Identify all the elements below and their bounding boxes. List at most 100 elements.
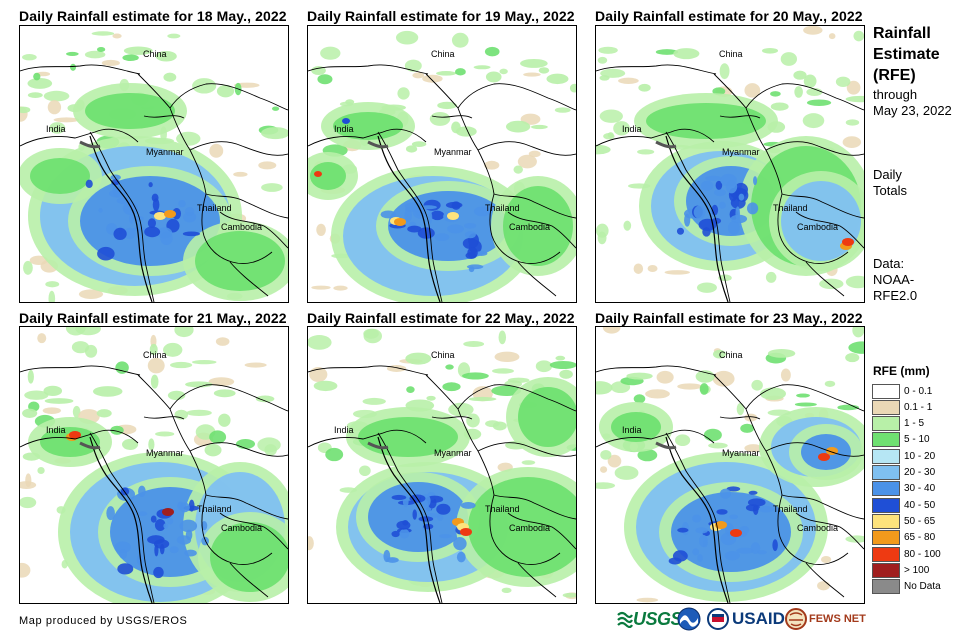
precip-patch — [112, 33, 122, 39]
legend-item: > 100 — [872, 562, 929, 578]
label-cambodia: Cambodia — [221, 222, 263, 232]
border-line — [665, 432, 731, 603]
precip-spot — [314, 171, 322, 177]
precip-patch — [70, 63, 77, 71]
precip-cell — [98, 207, 103, 213]
precip-patch — [794, 402, 817, 407]
precip-patch — [600, 466, 608, 473]
legend-label: > 100 — [904, 564, 930, 576]
precip-patch — [699, 383, 709, 395]
precip-cell — [169, 546, 179, 554]
rainfall-map-21-may — [20, 327, 288, 603]
border-line — [719, 115, 761, 119]
precip-patch — [426, 395, 436, 401]
border-line — [477, 141, 576, 156]
precip-patch — [655, 49, 679, 55]
panel-title-6: Daily Rainfall estimate for 23 May., 202… — [595, 310, 863, 326]
precip-cell — [163, 523, 169, 529]
precip-cell — [436, 503, 451, 515]
precip-patch — [44, 398, 74, 404]
precip-patch — [645, 389, 670, 399]
precip-patch — [406, 386, 415, 394]
precip-patch — [20, 106, 31, 114]
precip-patch — [845, 95, 864, 103]
precip-cell — [430, 210, 445, 221]
precip-cell — [106, 506, 115, 521]
precip-cell — [404, 208, 412, 222]
precip-patch — [115, 361, 129, 374]
label-thailand: Thailand — [773, 203, 808, 213]
border-line — [596, 128, 715, 147]
label-cambodia: Cambodia — [797, 523, 839, 533]
precip-patch — [637, 149, 655, 155]
precip-patch — [633, 394, 646, 404]
precip-patch — [765, 271, 777, 283]
precip-cell — [700, 180, 714, 191]
precip-cell — [475, 251, 488, 256]
precip-patch — [513, 165, 523, 174]
precip-cell — [720, 173, 737, 187]
legend-label: 80 - 100 — [904, 548, 941, 560]
precip-cell — [150, 515, 157, 523]
precip-patch — [600, 449, 612, 460]
precip-cell — [137, 511, 148, 516]
precip-patch — [852, 327, 864, 338]
usgs-wordmark: USGS — [633, 608, 683, 629]
precip-cell — [144, 226, 161, 238]
border-line — [795, 512, 864, 550]
legend-label: 0 - 0.1 — [904, 385, 933, 397]
precip-patch — [675, 434, 691, 447]
border-line — [89, 131, 155, 302]
precip-patch — [218, 413, 231, 427]
legend-item: 5 - 10 — [872, 432, 930, 448]
legend-title: RFE (mm) — [873, 364, 930, 378]
border-line — [713, 73, 783, 195]
border-line — [205, 494, 288, 520]
precip-patch — [853, 30, 864, 42]
border-line — [665, 131, 731, 302]
legend-label: 20 - 30 — [904, 467, 936, 478]
precip-cell — [676, 227, 685, 235]
border-line — [377, 131, 443, 302]
precip-cell — [463, 222, 477, 229]
country-borders — [308, 64, 576, 302]
precip-cell — [724, 550, 740, 561]
border-line — [20, 365, 141, 376]
precip-area — [611, 412, 661, 442]
precip-cell — [110, 174, 121, 181]
usgs-logo: USGS — [617, 606, 683, 632]
precip-patch — [261, 127, 288, 140]
precip-cell — [726, 486, 741, 492]
precip-cell — [684, 213, 691, 227]
precip-patch — [846, 80, 861, 95]
precip-cell — [147, 218, 156, 229]
precip-cell — [697, 554, 703, 562]
precip-cell — [117, 563, 134, 575]
legend-item: 80 - 100 — [872, 546, 941, 562]
precip-patch — [43, 90, 70, 102]
precip-max — [447, 212, 459, 220]
legend-item: 0.1 - 1 — [872, 399, 932, 415]
precip-cell — [714, 188, 726, 197]
precip-patch — [412, 72, 425, 79]
precip-patch — [491, 368, 514, 374]
border-line — [457, 83, 576, 111]
rfe-title: Rainfall Estimate (RFE) — [873, 23, 940, 86]
precip-patch — [437, 101, 457, 110]
precip-patch — [436, 71, 457, 76]
delta-no-data — [79, 441, 101, 450]
precip-patch — [333, 285, 348, 291]
border-line — [781, 193, 864, 219]
precip-patch — [216, 84, 235, 98]
label-china: China — [431, 350, 455, 360]
precip-patch — [233, 171, 248, 177]
precip-cell — [453, 537, 467, 551]
period-block: Daily Totals — [873, 167, 907, 199]
precip-patch — [712, 370, 735, 387]
precip-patch — [167, 33, 181, 39]
label-myanmar: Myanmar — [434, 147, 472, 157]
label-india: India — [334, 124, 354, 134]
precip-patch — [696, 282, 717, 293]
delta-no-data — [79, 140, 101, 149]
period-line: Daily — [873, 167, 902, 182]
